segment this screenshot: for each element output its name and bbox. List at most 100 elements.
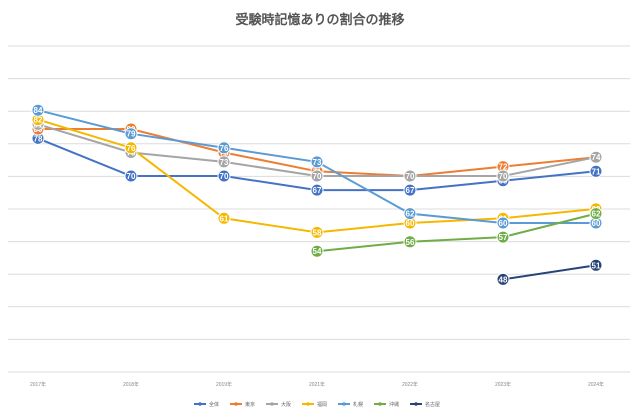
- data-label: 78: [34, 134, 43, 143]
- data-point-marker: [124, 141, 138, 155]
- data-point-marker: [310, 225, 324, 239]
- x-tick-label: 2024年: [588, 381, 604, 388]
- data-point: 70: [217, 169, 231, 183]
- data-point-marker: [403, 235, 417, 249]
- data-point: 79: [124, 127, 138, 141]
- data-point: 62: [403, 207, 417, 221]
- legend-marker: [306, 402, 310, 406]
- legend-marker: [342, 402, 346, 406]
- x-tick-label: 2019年: [216, 381, 232, 388]
- legend-label: 全体: [209, 401, 219, 408]
- data-label: 70: [406, 172, 415, 181]
- data-label: 74: [592, 153, 601, 162]
- data-label: 70: [127, 172, 136, 181]
- data-point: 70: [403, 169, 417, 183]
- data-label: 67: [406, 186, 415, 195]
- legend-item: 札幌: [338, 401, 363, 408]
- data-point: 58: [310, 225, 324, 239]
- data-point-marker: [124, 127, 138, 141]
- data-point: 56: [403, 235, 417, 249]
- data-point: 73: [310, 155, 324, 169]
- series-line-6: [502, 264, 597, 281]
- data-point: 70: [496, 169, 510, 183]
- x-tick-label: 2023年: [495, 381, 511, 388]
- data-point-marker: [403, 169, 417, 183]
- data-label: 82: [34, 116, 43, 125]
- data-point: 82: [31, 113, 45, 127]
- data-point: 71: [589, 164, 603, 178]
- data-label: 54: [313, 247, 322, 256]
- x-tick-label: 2021年: [309, 381, 325, 388]
- legend-marker: [234, 402, 238, 406]
- data-label: 70: [220, 172, 229, 181]
- data-point: 70: [124, 169, 138, 183]
- data-label: 57: [499, 233, 508, 242]
- legend-marker: [414, 402, 418, 406]
- data-point-marker: [217, 169, 231, 183]
- data-point-marker: [403, 207, 417, 221]
- data-label: 71: [592, 167, 601, 176]
- legend-marker: [270, 402, 274, 406]
- legend-item: 東京: [230, 401, 255, 408]
- series-line-5: [316, 212, 597, 253]
- data-point: 54: [310, 244, 324, 258]
- data-point-marker: [403, 183, 417, 197]
- data-points: 7870706767697180807571707274817573707070…: [31, 103, 603, 286]
- legend-marker: [198, 402, 202, 406]
- data-label: 67: [313, 186, 322, 195]
- data-label: 61: [220, 214, 229, 223]
- legend-item: 沖縄: [374, 401, 399, 408]
- data-point: 67: [310, 183, 324, 197]
- data-point-marker: [496, 272, 510, 286]
- data-point-marker: [217, 211, 231, 225]
- data-point-marker: [496, 216, 510, 230]
- data-label: 76: [220, 144, 229, 153]
- x-tick-label: 2022年: [402, 381, 418, 388]
- data-label: 56: [406, 238, 415, 247]
- data-label: 60: [406, 219, 415, 228]
- legend-item: 名古屋: [410, 401, 440, 408]
- data-point: 60: [496, 216, 510, 230]
- data-label: 62: [406, 210, 415, 219]
- x-tick-label: 2017年: [30, 381, 46, 388]
- legend-label: 福岡: [317, 401, 327, 408]
- x-axis-ticks: 2017年 2018年 2019年 2021年 2022年 2023年 2024年: [30, 381, 604, 388]
- data-point: 84: [31, 103, 45, 117]
- chart-title: 受験時記憶ありの割合の推移: [235, 12, 404, 28]
- data-point-marker: [310, 155, 324, 169]
- data-point-marker: [310, 183, 324, 197]
- data-point: 48: [496, 272, 510, 286]
- gridlines: [8, 45, 630, 373]
- data-label: 70: [313, 172, 322, 181]
- data-point-marker: [589, 207, 603, 221]
- legend-item: 福岡: [302, 401, 327, 408]
- data-label: 72: [499, 163, 508, 172]
- data-label: 60: [592, 219, 601, 228]
- data-point-marker: [496, 230, 510, 244]
- data-label: 62: [592, 210, 601, 219]
- data-label: 79: [127, 130, 136, 139]
- legend-label: 札幌: [353, 401, 363, 408]
- legend-item: 全体: [194, 401, 219, 408]
- data-point: 76: [124, 141, 138, 155]
- data-point: 51: [589, 258, 603, 272]
- data-point: 62: [589, 207, 603, 221]
- data-point: 57: [496, 230, 510, 244]
- data-point-marker: [589, 150, 603, 164]
- data-point-marker: [217, 155, 231, 169]
- data-label: 48: [499, 275, 508, 284]
- data-point: 70: [310, 169, 324, 183]
- legend-label: 大阪: [281, 401, 291, 408]
- data-point-marker: [217, 141, 231, 155]
- data-label: 73: [220, 158, 229, 167]
- data-point-marker: [310, 169, 324, 183]
- data-label: 51: [592, 261, 601, 270]
- data-label: 84: [34, 106, 43, 115]
- data-point: 74: [589, 150, 603, 164]
- data-point: 61: [217, 211, 231, 225]
- legend-label: 名古屋: [425, 401, 440, 408]
- legend-item: 大阪: [266, 401, 291, 408]
- data-point: 73: [217, 155, 231, 169]
- data-label: 70: [499, 172, 508, 181]
